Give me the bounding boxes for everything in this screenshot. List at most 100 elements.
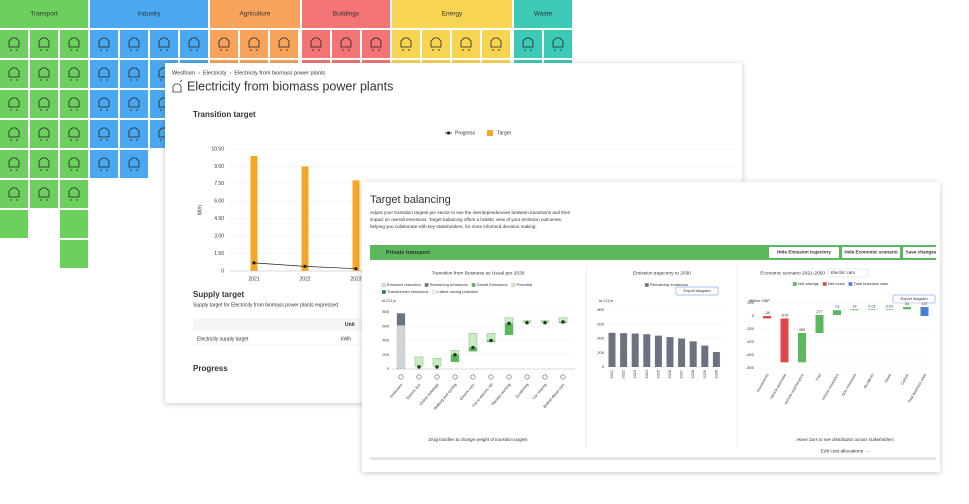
breadcrumb-item[interactable]: Westham xyxy=(172,70,196,76)
sector-tile[interactable] xyxy=(120,60,148,88)
legend-swatch xyxy=(822,282,827,286)
handle[interactable] xyxy=(507,321,511,326)
sector-tile[interactable] xyxy=(150,30,178,58)
handle[interactable] xyxy=(525,320,529,325)
button[interactable]: Hide Emission trajectory xyxy=(769,247,839,258)
sector-tile[interactable] xyxy=(90,30,118,58)
sector-tile[interactable] xyxy=(422,30,450,58)
sector-tile[interactable] xyxy=(30,150,58,178)
sector-tile[interactable] xyxy=(0,60,28,88)
waterfall-bar[interactable] xyxy=(763,316,771,319)
value-label: 34 xyxy=(905,302,909,306)
sector-tile[interactable] xyxy=(180,30,208,58)
sector-tile[interactable] xyxy=(120,150,148,178)
sector-tile[interactable] xyxy=(270,30,298,58)
sector-tile[interactable] xyxy=(90,150,118,178)
handle[interactable] xyxy=(489,338,493,343)
tile[interactable] xyxy=(0,210,28,238)
sector-tile[interactable] xyxy=(90,60,118,88)
handle[interactable] xyxy=(435,365,439,369)
tile xyxy=(240,30,268,58)
category-icon xyxy=(542,374,548,380)
sector-tile[interactable] xyxy=(392,30,420,58)
sector-tile[interactable] xyxy=(60,60,88,88)
waterfall-bar[interactable] xyxy=(903,307,911,310)
waterfall-bar[interactable] xyxy=(798,333,806,363)
edit-link[interactable]: Edit cost allocations → xyxy=(821,448,870,454)
x-tick-label: 2022 xyxy=(299,276,310,282)
handle[interactable] xyxy=(561,320,565,324)
tile-icon xyxy=(68,37,80,51)
sector-tile[interactable] xyxy=(30,120,58,148)
sector-tile[interactable] xyxy=(0,180,28,208)
tile-icon xyxy=(68,157,80,171)
sector-header[interactable] xyxy=(392,0,512,28)
handle[interactable] xyxy=(453,352,457,357)
tile-icon xyxy=(8,187,20,201)
sector-name: Agriculture xyxy=(239,11,270,18)
waterfall-bar[interactable] xyxy=(885,309,894,310)
sector-header[interactable] xyxy=(90,0,208,28)
sector-tile[interactable] xyxy=(240,30,268,58)
sector-tile[interactable] xyxy=(514,30,542,58)
waterfall-bar[interactable] xyxy=(850,309,859,311)
sector-tile[interactable] xyxy=(210,30,238,58)
sector-tile[interactable] xyxy=(60,180,88,208)
sector-tile[interactable] xyxy=(0,90,28,118)
sector-header[interactable] xyxy=(0,0,88,28)
sector-tile[interactable] xyxy=(60,150,88,178)
sector-tile[interactable] xyxy=(544,30,572,58)
sector-tile[interactable] xyxy=(90,90,118,118)
sector-tile[interactable] xyxy=(302,30,330,58)
tile-icon xyxy=(98,67,110,81)
legend-label: Net savings xyxy=(798,281,819,286)
tile-icon xyxy=(38,187,50,201)
button[interactable]: Hide Economic scenario xyxy=(842,247,900,258)
legend-label: Target xyxy=(497,130,512,136)
sector-tile[interactable] xyxy=(30,90,58,118)
waterfall-bar[interactable] xyxy=(780,318,789,363)
waterfall-bar[interactable] xyxy=(815,315,824,334)
sector-tile[interactable] xyxy=(0,150,28,178)
tile[interactable] xyxy=(60,240,88,268)
sector-tile[interactable] xyxy=(30,180,58,208)
waterfall-bar[interactable] xyxy=(868,309,876,310)
sector-tile[interactable] xyxy=(482,30,510,58)
handle[interactable] xyxy=(417,365,421,369)
sector-tile[interactable] xyxy=(452,30,480,58)
handle[interactable] xyxy=(471,345,475,350)
handle[interactable] xyxy=(543,320,547,325)
sector-tile[interactable] xyxy=(362,30,390,58)
sector-tile[interactable] xyxy=(0,120,28,148)
sector-tile[interactable] xyxy=(120,90,148,118)
sector-tile[interactable] xyxy=(60,120,88,148)
sector-tile[interactable] xyxy=(30,60,58,88)
tile[interactable] xyxy=(60,210,88,238)
breadcrumb-item[interactable]: Electricity xyxy=(203,70,227,76)
sector-tile[interactable] xyxy=(332,30,360,58)
waterfall-bar[interactable] xyxy=(833,310,841,316)
section-subtitle: Supply target for Electricity from bioma… xyxy=(193,302,338,308)
sector-tile[interactable] xyxy=(90,120,118,148)
export-button[interactable]: Export diagram xyxy=(892,294,936,304)
panel-note: Hover bars to see distribution across st… xyxy=(796,437,894,442)
sector-tile[interactable] xyxy=(0,30,28,58)
dropdown[interactable]: Electric cars xyxy=(827,268,869,278)
trajectory-panel: Emission trajectory to 2030 Remaining emi… xyxy=(597,270,724,378)
x-tick-label: 2029 xyxy=(703,370,707,378)
sector-header[interactable] xyxy=(210,0,300,28)
button[interactable]: Save changes xyxy=(903,247,939,258)
sector-tile[interactable] xyxy=(120,30,148,58)
sector-name: Industry xyxy=(137,11,161,18)
sector-tile[interactable] xyxy=(30,30,58,58)
tile-icon xyxy=(38,67,50,81)
sector-tile[interactable] xyxy=(60,30,88,58)
sector-header[interactable] xyxy=(514,0,572,28)
sector-tile[interactable] xyxy=(60,90,88,118)
tile xyxy=(302,30,330,58)
sector-tile[interactable] xyxy=(120,120,148,148)
waterfall-bar[interactable] xyxy=(920,307,929,316)
sector-header[interactable] xyxy=(302,0,390,28)
export-button[interactable]: Export diagram xyxy=(675,286,719,296)
legend-label: Potential xyxy=(517,282,533,287)
